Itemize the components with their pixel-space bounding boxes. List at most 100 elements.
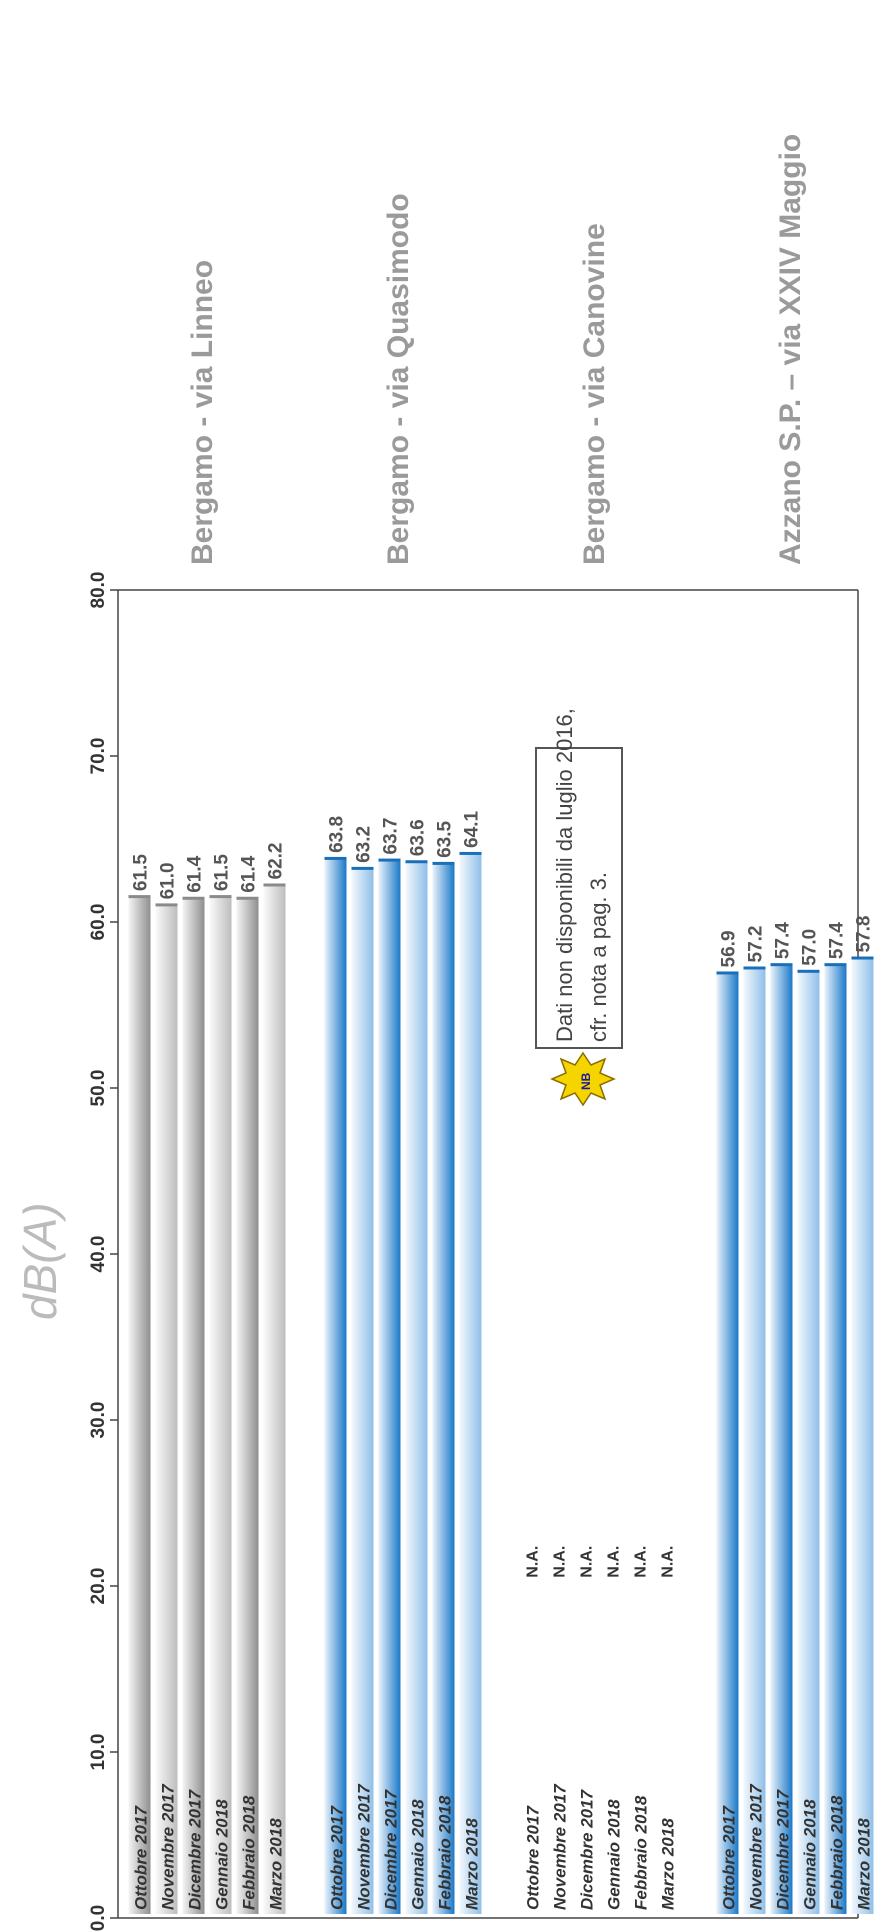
bar [236, 898, 259, 1914]
bar [432, 863, 455, 1914]
category-label: Febbraio 2018 [632, 1795, 651, 1910]
category-label: Ottobre 2017 [720, 1805, 739, 1910]
nb-badge-icon [550, 1051, 616, 1107]
value-label: 61.5 [131, 854, 152, 891]
value-label: 61.4 [239, 855, 260, 892]
axis-ticks: 0.0 10.0 20.0 30.0 40.0 50.0 60.0 70.0 80.0 [88, 572, 118, 1931]
value-label: 61.4 [185, 855, 206, 892]
category-label: Novembre 2017 [747, 1783, 766, 1910]
category-label: Dicembre 2017 [382, 1788, 401, 1910]
bar [209, 897, 232, 1914]
category-label: Dicembre 2017 [774, 1788, 793, 1910]
group-title-quasimodo: Bergamo - via Quasimodo [382, 193, 415, 565]
value-label: 62.2 [266, 842, 287, 879]
value-label: 57.0 [800, 929, 821, 966]
bar [351, 868, 374, 1914]
category-label: Marzo 2018 [659, 1818, 678, 1910]
category-label: Febbraio 2018 [436, 1795, 455, 1910]
bar [851, 958, 874, 1914]
group-title-azzano: Azzano S.P. – via XXIV Maggio [774, 134, 807, 565]
value-label: 63.2 [354, 826, 375, 863]
bar-cap [405, 860, 428, 864]
na-label: N.A. [579, 1546, 596, 1578]
category-label: Febbraio 2018 [828, 1795, 847, 1910]
bar [378, 860, 401, 1914]
note-line-1: Dati non disponibili da luglio 2016, [552, 708, 577, 1042]
category-label: Ottobre 2017 [524, 1805, 543, 1910]
category-label: Gennaio 2018 [213, 1799, 232, 1910]
na-label: N.A. [606, 1546, 623, 1578]
value-label: 63.5 [435, 820, 456, 857]
bar-cap [459, 851, 482, 855]
category-label: Ottobre 2017 [328, 1805, 347, 1910]
bar [824, 965, 847, 1914]
value-label: 61.0 [158, 862, 179, 899]
category-label: Novembre 2017 [551, 1783, 570, 1910]
category-label: Marzo 2018 [267, 1818, 286, 1910]
na-label: N.A. [660, 1546, 677, 1578]
category-label: Dicembre 2017 [578, 1788, 597, 1910]
bar [743, 968, 766, 1914]
note-line-2: cfr. nota a pag. 3. [586, 872, 611, 1042]
bar [770, 965, 793, 1914]
tick-label: 10.0 [88, 1734, 109, 1771]
bar-cap [128, 895, 151, 899]
bar-cap [182, 896, 205, 900]
value-label: 63.7 [381, 818, 402, 855]
bar-cap [824, 963, 847, 967]
bar [324, 858, 347, 1915]
nb-badge-label: NB [579, 1072, 593, 1090]
bar-cap [851, 956, 874, 960]
category-label: Febbraio 2018 [240, 1795, 259, 1910]
category-label: Gennaio 2018 [605, 1799, 624, 1910]
na-label: N.A. [552, 1546, 569, 1578]
bar [128, 897, 151, 1914]
bar-cap [263, 883, 286, 887]
note-box: Dati non disponibili da luglio 2016, cfr… [535, 708, 623, 1107]
tick-label: 70.0 [88, 738, 109, 775]
bar-cap [209, 895, 232, 899]
value-label: 57.4 [773, 922, 794, 959]
value-labels: 61.5 61.0 61.4 61.5 61.4 62.2 63.8 63.2 63.7 63.6… [131, 811, 875, 1578]
bar [405, 862, 428, 1914]
category-label: Marzo 2018 [463, 1818, 482, 1910]
bar-cap [351, 866, 374, 870]
tick-label: 50.0 [88, 1070, 109, 1107]
bar [797, 971, 820, 1914]
category-label: Marzo 2018 [855, 1818, 874, 1910]
category-labels: Ottobre 2017 Novembre 2017 Dicembre 2017 Ge… [132, 1783, 874, 1910]
bar-cap [236, 896, 259, 900]
category-label: Gennaio 2018 [801, 1799, 820, 1910]
bar-cap [324, 856, 347, 860]
bar [459, 853, 482, 1915]
value-label: 61.5 [212, 854, 233, 891]
category-label: Gennaio 2018 [409, 1799, 428, 1910]
bar-cap [432, 861, 455, 865]
bar [155, 905, 178, 1914]
value-label: 57.4 [827, 922, 848, 959]
value-label: 63.8 [327, 816, 348, 853]
category-label: Novembre 2017 [355, 1783, 374, 1910]
bar-cap [770, 963, 793, 967]
note-frame [535, 747, 623, 1049]
bar-cap [797, 969, 820, 973]
category-label: Ottobre 2017 [132, 1805, 151, 1910]
group-title-linneo: Bergamo - via Linneo [186, 260, 219, 565]
tick-label: 60.0 [88, 904, 109, 941]
tick-label: 0.0 [88, 1905, 109, 1931]
tick-label: 80.0 [88, 572, 109, 609]
bar [263, 885, 286, 1914]
category-label: Novembre 2017 [159, 1783, 178, 1910]
bars [128, 851, 874, 1915]
tick-label: 40.0 [88, 1236, 109, 1273]
value-label: 57.2 [746, 925, 767, 962]
na-label: N.A. [525, 1546, 542, 1578]
na-label: N.A. [633, 1546, 650, 1578]
bar-cap [378, 858, 401, 862]
bar-cap [716, 971, 739, 975]
category-label: Dicembre 2017 [186, 1788, 205, 1910]
bar-cap [155, 903, 178, 907]
bar [716, 973, 739, 1914]
bar [182, 898, 205, 1914]
